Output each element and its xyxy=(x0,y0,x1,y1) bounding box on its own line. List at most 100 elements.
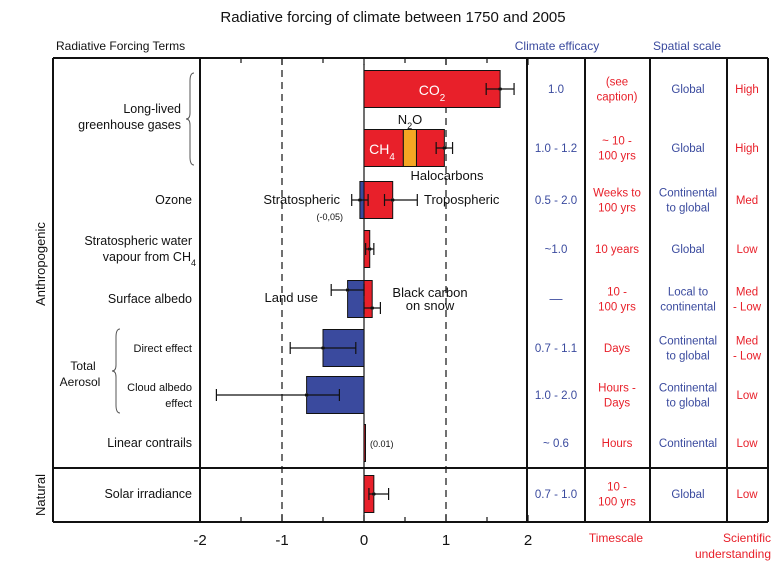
group-aerosol-1: Total xyxy=(70,359,95,373)
bar-linear-contrails xyxy=(363,424,366,462)
n2o-label: N2O xyxy=(398,112,423,131)
x-tick-label: 0 xyxy=(360,532,368,549)
spatial-text: Global xyxy=(671,489,704,501)
timescale-text: 100 yrs xyxy=(598,497,636,509)
header-spatial: Spatial scale xyxy=(653,39,721,53)
row-label: Cloud albedo xyxy=(127,382,192,394)
efficacy-text: ~ 0.6 xyxy=(543,438,569,450)
error-center xyxy=(372,492,376,496)
x-tick-label: -2 xyxy=(193,532,206,549)
error-center xyxy=(370,306,375,310)
row-label: Solar irradiance xyxy=(104,487,192,501)
bar-black-carbon-on-snow xyxy=(363,280,373,318)
land-use-label: Land use xyxy=(265,290,319,305)
n2o-label-sub: 2 xyxy=(407,121,412,131)
contrails-value: (0.01) xyxy=(370,439,394,449)
n2o-label-main: N xyxy=(398,112,407,127)
row-label: Linear contrails xyxy=(107,436,192,450)
halocarbons-label: Halocarbons xyxy=(411,168,484,183)
timescale-text: 100 yrs xyxy=(598,151,636,163)
spatial-text: Global xyxy=(671,143,704,155)
row-label: vapour from CH4 xyxy=(103,250,196,268)
group-aerosol-2: Aerosol xyxy=(60,375,101,389)
co2-label-sub: 2 xyxy=(440,93,445,104)
x-tick-label: 1 xyxy=(442,532,450,549)
tropospheric-ozone-label: Tropospheric xyxy=(424,192,500,207)
understanding-text: - Low xyxy=(733,302,762,314)
black-carbon-label: on snow xyxy=(406,298,455,313)
spatial-text: to global xyxy=(666,351,709,363)
header-understanding-1: Scientific xyxy=(723,531,771,545)
efficacy-text: ~1.0 xyxy=(545,244,568,256)
understanding-text: High xyxy=(735,84,759,96)
spatial-text: to global xyxy=(666,398,709,410)
row-label: greenhouse gases xyxy=(78,118,181,132)
timescale-text: 10 years xyxy=(595,244,639,256)
header-efficacy: Climate efficacy xyxy=(515,39,599,53)
understanding-text: - Low xyxy=(733,351,762,363)
bar-n2o xyxy=(402,129,417,167)
timescale-text: Hours - xyxy=(598,383,636,395)
row-label: Ozone xyxy=(155,193,192,207)
ch4-label-sub: 4 xyxy=(389,152,395,163)
row-label-main: vapour from CH xyxy=(103,250,191,264)
understanding-text: Low xyxy=(736,438,758,450)
spatial-text: Continental xyxy=(659,188,717,200)
spatial-text: to global xyxy=(666,203,709,215)
ghg-brace xyxy=(185,72,195,166)
timescale-text: Days xyxy=(604,398,630,410)
header-terms: Radiative Forcing Terms xyxy=(56,39,185,53)
ch4-label: CH4 xyxy=(369,141,395,163)
spatial-text: Global xyxy=(671,244,704,256)
black-carbon-label: Black carbon xyxy=(392,285,467,300)
bar-co2 xyxy=(363,70,501,108)
n2o-label-tail: O xyxy=(412,112,422,127)
understanding-text: Med xyxy=(736,287,758,299)
chart-title: Radiative forcing of climate between 175… xyxy=(220,9,565,26)
error-center xyxy=(367,247,372,251)
spatial-text: continental xyxy=(660,302,716,314)
efficacy-dash: — xyxy=(550,291,563,306)
timescale-text: Hours xyxy=(602,438,633,450)
timescale-text: Weeks to xyxy=(593,188,641,200)
spatial-text: Local to xyxy=(668,287,708,299)
timescale-text: 10 - xyxy=(607,287,627,299)
row-label: Long-lived xyxy=(123,102,181,116)
understanding-text: Med xyxy=(736,336,758,348)
spatial-text: Global xyxy=(671,84,704,96)
error-center xyxy=(390,198,395,202)
understanding-text: Low xyxy=(736,489,758,501)
row-label: effect xyxy=(165,398,192,410)
understanding-text: Low xyxy=(736,390,758,402)
row-label-subscript: 4 xyxy=(191,258,196,268)
timescale-text: ~ 10 - xyxy=(602,136,632,148)
efficacy-text: 1.0 - 1.2 xyxy=(535,143,577,155)
row-label: Direct effect xyxy=(134,343,193,355)
error-center xyxy=(358,198,362,202)
group-natural: Natural xyxy=(33,474,48,516)
spatial-text: Continental xyxy=(659,336,717,348)
timescale-text: Days xyxy=(604,343,630,355)
co2-label-main: CO xyxy=(419,82,440,98)
row-label: Stratospheric water xyxy=(84,234,192,248)
header-understanding-2: understanding xyxy=(695,547,771,561)
error-center xyxy=(498,87,502,91)
error-center xyxy=(304,393,309,397)
efficacy-text: 1.0 xyxy=(548,84,564,96)
spatial-text: Continental xyxy=(659,383,717,395)
efficacy-text: 1.0 - 2.0 xyxy=(535,390,577,402)
error-center xyxy=(442,146,447,150)
x-tick-label: -1 xyxy=(275,532,288,549)
efficacy-text: 0.5 - 2.0 xyxy=(535,195,577,207)
error-center xyxy=(345,288,350,292)
error-center xyxy=(321,346,325,350)
timescale-text: caption) xyxy=(597,92,638,104)
header-timescale: Timescale xyxy=(589,531,644,545)
row-label: Surface albedo xyxy=(108,292,192,306)
co2-label: CO2 xyxy=(419,82,445,104)
x-tick-label: 2 xyxy=(524,532,532,549)
efficacy-text: 0.7 - 1.1 xyxy=(535,343,577,355)
timescale-text: 100 yrs xyxy=(598,203,636,215)
understanding-text: High xyxy=(735,143,759,155)
